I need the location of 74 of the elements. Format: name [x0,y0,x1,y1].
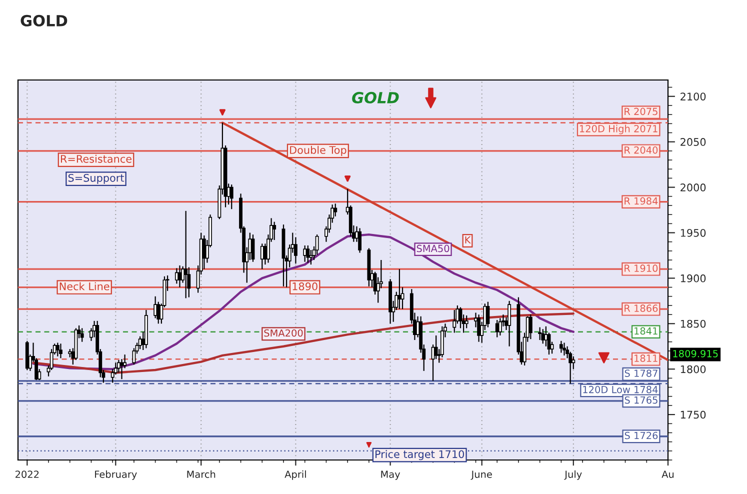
ref-line-label: 1841 [634,327,658,335]
candlestick [486,301,490,328]
candlestick [230,184,234,210]
ref-line-label: R 1866 [624,304,658,312]
y-tick-label: 2050 [680,138,706,146]
x-tick-label: March [187,470,216,478]
candlestick [508,300,512,347]
candlestick [56,342,60,357]
candlestick [498,318,502,336]
x-tick-label: July [564,470,582,480]
series-label: SMA50 [416,244,450,252]
ref-line-label: 120D High 2071 [580,124,658,134]
candlestick [559,340,563,354]
y-tick-label: 1950 [680,228,706,237]
candlestick [138,336,142,350]
candlestick [572,356,576,370]
candlestick [306,244,310,264]
ref-line-label: R 2075 [624,108,658,116]
y-tick-label: 1850 [680,320,706,328]
ref-line-label: R 1984 [624,197,658,205]
ref-line-label: S 1787 [624,370,658,377]
y-tick-label: 2100 [680,92,706,100]
y-tick-label: 1750 [680,410,706,419]
candlestick [202,234,206,270]
series-label: K [465,236,471,244]
candlestick [358,228,362,254]
annotation: Neck Line [60,282,110,290]
candlestick [538,326,542,341]
series-label: SMA200 [264,329,303,337]
candlestick [309,249,313,266]
x-tick-label: May [381,470,400,480]
ref-line-label: S 1765 [624,396,658,404]
ref-line-label: S 1726 [624,432,658,440]
candlestick [434,334,438,360]
annotation: Price target 1710 [376,450,464,460]
candlestick [452,309,456,334]
candlestick [398,268,402,310]
candlestick [544,326,548,347]
line-series [32,312,575,374]
ref-line-label: R 1910 [624,264,658,272]
chart-title: GOLD [20,14,68,26]
x-tick-label: 2022 [15,470,39,478]
x-tick-label: February [95,470,137,480]
y-tick-label: 1800 [680,365,706,374]
candlestick [272,221,276,241]
candlestick [154,296,158,319]
candlestick [458,306,462,329]
candlestick [59,343,62,359]
candlestick [294,236,298,264]
candlestick [184,210,188,299]
ref-line-label: R 2040 [624,146,658,154]
candlestick [123,354,127,369]
annotation: R=Resistance [60,154,132,163]
candlestick [562,342,566,356]
annotation: 1890 [292,282,318,290]
candlestick [303,244,307,262]
annotation: 1809.915 [673,350,718,358]
annotation: GOLD [352,92,399,104]
candlestick [334,203,338,217]
candlestick [464,314,468,329]
annotation: S=Support [68,174,124,184]
y-tick-label: 1900 [680,274,706,282]
y-tick-label: 2000 [680,184,706,192]
candlestick [528,314,532,340]
candlestick [120,358,124,380]
x-tick-label: Au [662,470,674,478]
x-tick-label: April [284,470,306,480]
annotation: Double Top [290,146,346,156]
x-tick-label: June [470,470,492,480]
candlestick [541,328,545,344]
ref-line-label: 120D Low 1784 [583,386,658,394]
candlestick [477,314,481,342]
ref-line-label: 1811 [634,354,658,362]
candlestick [80,328,84,342]
